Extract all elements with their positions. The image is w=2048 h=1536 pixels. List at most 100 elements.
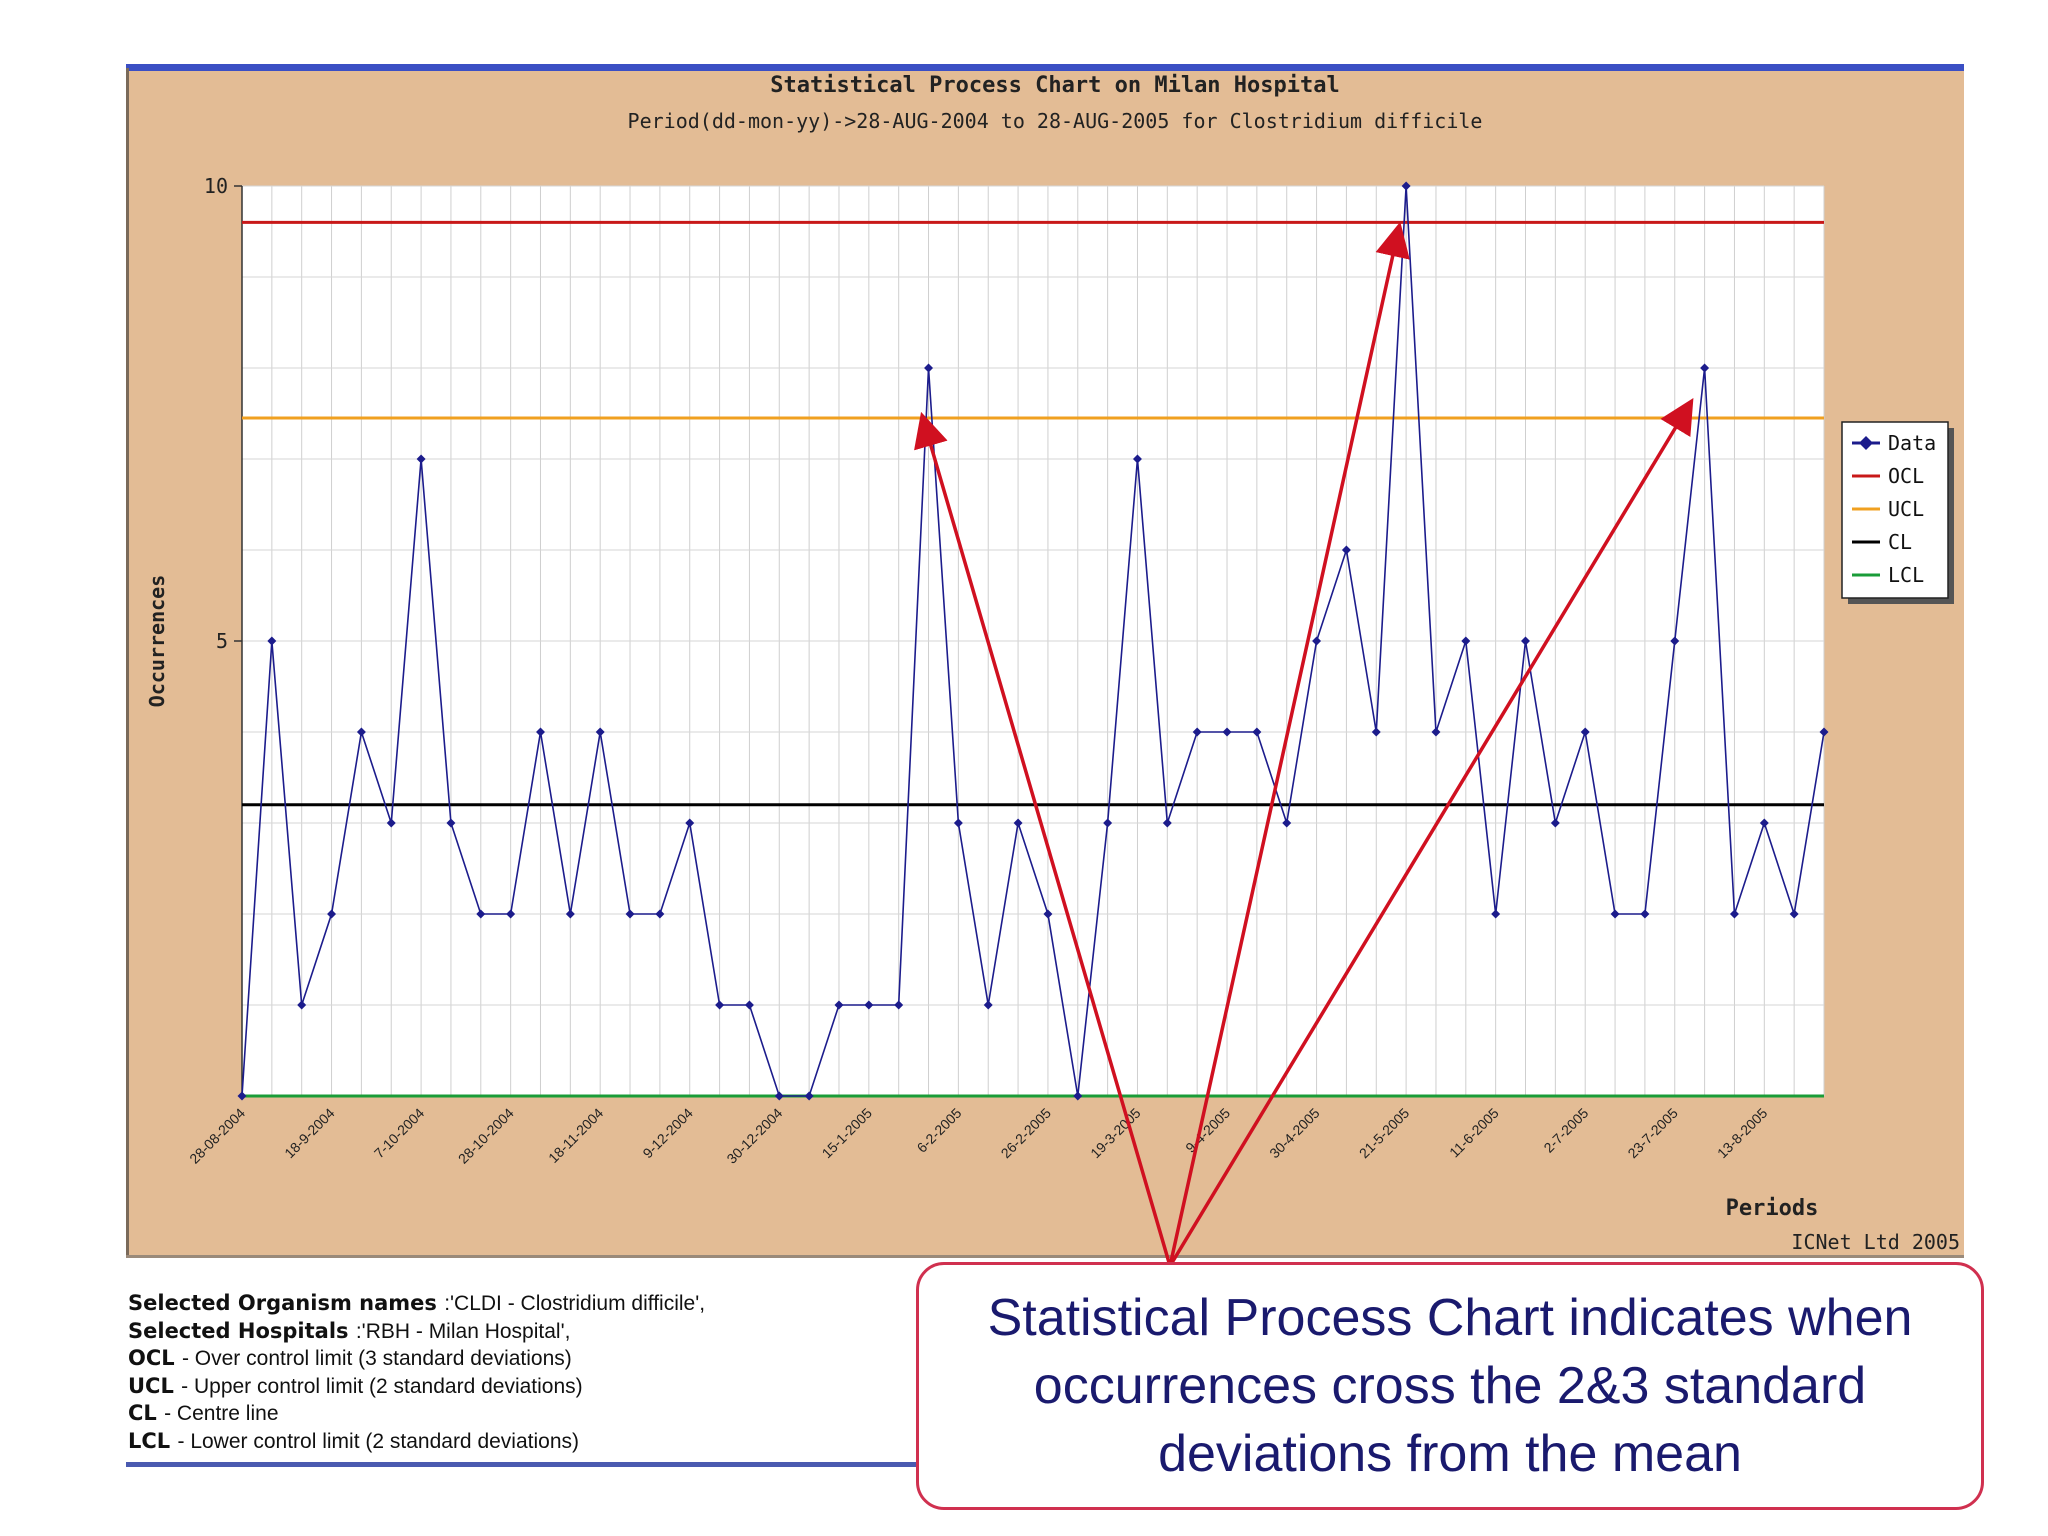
footnote-text: :'RBH - Milan Hospital', bbox=[355, 1319, 571, 1343]
footnote-text: - Upper control limit (2 standard deviat… bbox=[181, 1374, 583, 1398]
callout-arrow bbox=[1168, 398, 1694, 1267]
data-point bbox=[1013, 818, 1023, 828]
chart-legend: Data OCL UCL CL LCL bbox=[1841, 421, 1954, 604]
callout-arrow bbox=[1168, 221, 1410, 1267]
data-point bbox=[1491, 909, 1501, 919]
data-point bbox=[506, 909, 516, 919]
data-point bbox=[1819, 727, 1829, 737]
data-point bbox=[804, 1091, 814, 1101]
data-point bbox=[1550, 818, 1560, 828]
data-point bbox=[237, 1091, 247, 1101]
data-point bbox=[1700, 363, 1710, 373]
data-point bbox=[595, 727, 605, 737]
data-point bbox=[894, 1000, 904, 1010]
data-point bbox=[1729, 909, 1739, 919]
footnote-line: LCL - Lower control limit (2 standard de… bbox=[128, 1428, 928, 1456]
footnote-line: Selected Organism names :'CLDI - Clostri… bbox=[128, 1290, 928, 1318]
chart-frame-bottom-border bbox=[126, 1255, 1964, 1258]
data-point bbox=[1759, 818, 1769, 828]
legend-label-data: Data bbox=[1888, 431, 1936, 455]
data-point bbox=[983, 1000, 993, 1010]
data-point bbox=[1431, 727, 1441, 737]
data-point bbox=[1371, 727, 1381, 737]
footnote-line: Selected Hospitals :'RBH - Milan Hospita… bbox=[128, 1318, 928, 1346]
legend-label-cl: CL bbox=[1888, 530, 1912, 554]
data-point bbox=[715, 1000, 725, 1010]
chart-subtitle: Period(dd-mon-yy)->28-AUG-2004 to 28-AUG… bbox=[628, 109, 1483, 133]
data-point bbox=[864, 1000, 874, 1010]
data-point bbox=[1401, 181, 1411, 191]
data-point bbox=[834, 1000, 844, 1010]
data-point bbox=[1282, 818, 1292, 828]
legend-label-ocl: OCL bbox=[1888, 464, 1924, 488]
footnote-text: :'CLDI - Clostridium difficile', bbox=[444, 1292, 706, 1315]
legend-label-lcl: LCL bbox=[1888, 563, 1924, 587]
data-point bbox=[1461, 636, 1471, 646]
footnote-text: - Lower control limit (2 standard deviat… bbox=[177, 1429, 580, 1453]
data-point bbox=[1580, 727, 1590, 737]
footnote-line: OCL - Over control limit (3 standard dev… bbox=[128, 1345, 928, 1373]
data-line bbox=[241, 185, 1825, 1097]
data-series bbox=[237, 181, 1829, 1101]
data-point bbox=[1043, 909, 1053, 919]
footnote-key: Selected Hospitals bbox=[128, 1318, 356, 1343]
data-point bbox=[297, 1000, 307, 1010]
data-point bbox=[535, 727, 545, 737]
chart-footnotes: Selected Organism names :'CLDI - Clostri… bbox=[128, 1290, 928, 1455]
data-point bbox=[1132, 454, 1142, 464]
control-lines bbox=[242, 220, 1824, 1098]
footnote-key: CL bbox=[128, 1401, 165, 1425]
data-point bbox=[416, 454, 426, 464]
data-point bbox=[476, 909, 486, 919]
legend-label-ucl: UCL bbox=[1888, 497, 1924, 521]
data-point bbox=[1789, 909, 1799, 919]
data-point bbox=[1610, 909, 1620, 919]
chart-frame-left-border bbox=[126, 68, 129, 1258]
data-point bbox=[744, 1000, 754, 1010]
data-point bbox=[685, 818, 695, 828]
legend-marker-data bbox=[1859, 436, 1873, 450]
chart-frame-top-border bbox=[126, 64, 1964, 71]
data-point bbox=[655, 909, 665, 919]
chart-credit: ICNet Ltd 2005 bbox=[1791, 1230, 1960, 1254]
data-point bbox=[1192, 727, 1202, 737]
footnote-key: UCL bbox=[128, 1373, 182, 1398]
footnote-text: - Over control limit (3 standard deviati… bbox=[181, 1347, 572, 1370]
chart-title: Statistical Process Chart on Milan Hospi… bbox=[770, 73, 1340, 98]
footnote-line: CL - Centre line bbox=[128, 1400, 928, 1428]
y-axis-ticks: 10 5 bbox=[204, 174, 242, 653]
data-point bbox=[386, 818, 396, 828]
data-point bbox=[327, 909, 337, 919]
data-point bbox=[1222, 727, 1232, 737]
data-point bbox=[1073, 1091, 1083, 1101]
data-point bbox=[625, 909, 635, 919]
footnote-key: OCL bbox=[128, 1346, 182, 1370]
data-point bbox=[267, 636, 277, 646]
data-point bbox=[1252, 727, 1262, 737]
data-point bbox=[1670, 636, 1680, 646]
data-point bbox=[1521, 636, 1531, 646]
footnote-text: - Centre line bbox=[164, 1402, 279, 1425]
data-point bbox=[1640, 909, 1650, 919]
callout-text: Statistical Process Chart indicates when… bbox=[987, 1289, 1913, 1483]
data-point bbox=[774, 1091, 784, 1101]
data-point bbox=[953, 818, 963, 828]
footer-rule bbox=[126, 1462, 926, 1467]
footnote-key: Selected Organism names bbox=[128, 1291, 445, 1315]
data-point bbox=[1341, 545, 1351, 555]
data-point bbox=[446, 818, 456, 828]
y-tick-label: 5 bbox=[216, 629, 228, 653]
data-point bbox=[565, 909, 575, 919]
callout-arrow bbox=[914, 411, 1172, 1267]
footnote-key: LCL bbox=[128, 1428, 178, 1453]
x-axis-label: Periods bbox=[1726, 1196, 1819, 1221]
data-point bbox=[1103, 818, 1113, 828]
y-tick-label: 10 bbox=[204, 174, 228, 198]
data-point bbox=[1162, 818, 1172, 828]
footnote-line: UCL - Upper control limit (2 standard de… bbox=[128, 1373, 928, 1401]
callout-box: Statistical Process Chart indicates when… bbox=[916, 1262, 1984, 1510]
data-point bbox=[1312, 636, 1322, 646]
y-axis-label: Occurrences bbox=[145, 575, 169, 707]
data-point bbox=[924, 363, 934, 373]
